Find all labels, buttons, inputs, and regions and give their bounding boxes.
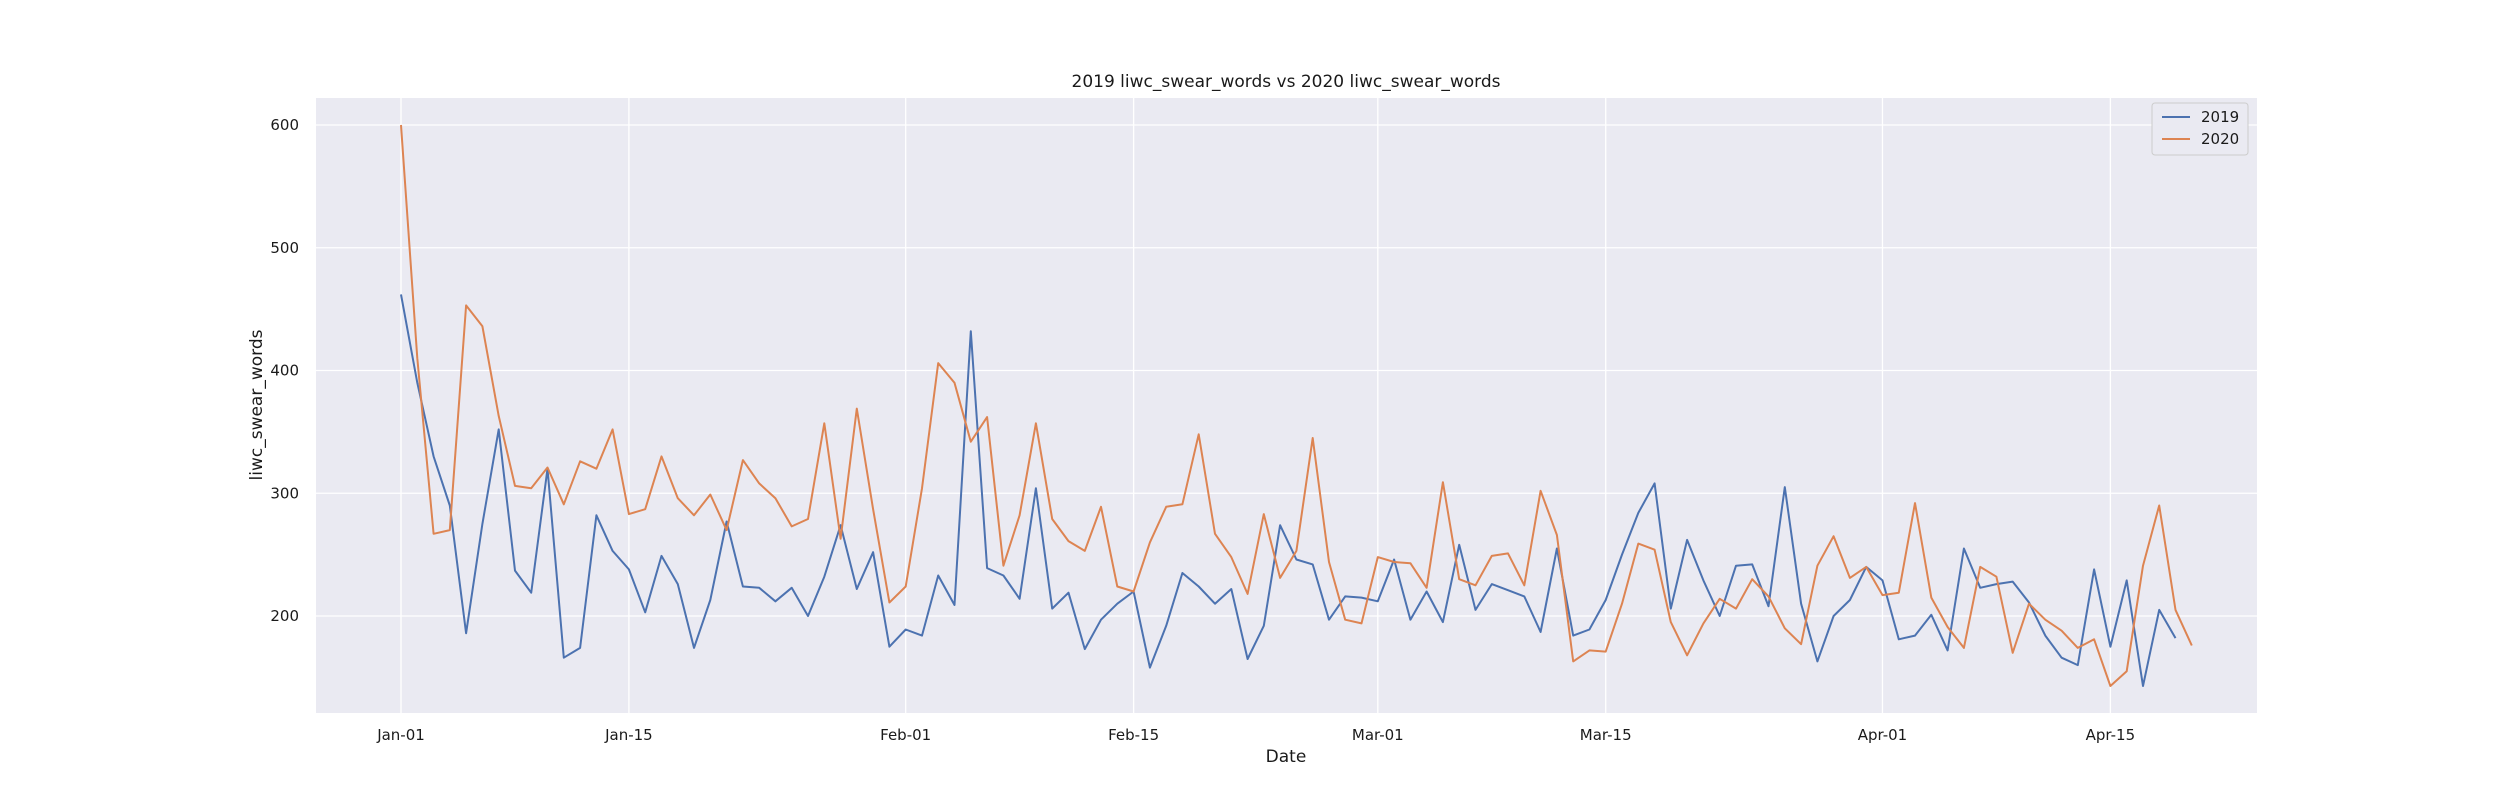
legend-label-2020: 2020 bbox=[2201, 130, 2239, 148]
series-line-2020 bbox=[400, 124, 2193, 687]
y-tick-labels: 200 300 400 500 600 bbox=[270, 116, 299, 625]
x-tick-label: Feb-15 bbox=[1108, 726, 1159, 744]
series-line-2019 bbox=[400, 294, 2177, 687]
x-tick-label: Apr-01 bbox=[1858, 726, 1908, 744]
x-tick-labels: Jan-01 Jan-15 Feb-01 Feb-15 Mar-01 Mar-15 Apr-… bbox=[376, 726, 2135, 744]
x-tick-label: Feb-01 bbox=[880, 726, 931, 744]
plot-background bbox=[316, 98, 2257, 713]
x-tick-label: Jan-01 bbox=[376, 726, 425, 744]
y-tick-label: 600 bbox=[270, 116, 299, 134]
legend: 2019 2020 bbox=[2151, 102, 2249, 156]
y-tick-label: 400 bbox=[270, 362, 299, 380]
x-axis-label: Date bbox=[1266, 747, 1307, 767]
y-tick-label: 300 bbox=[270, 484, 299, 502]
y-tick-label: 500 bbox=[270, 239, 299, 257]
x-tick-label: Jan-15 bbox=[604, 726, 653, 744]
x-tick-label: Mar-15 bbox=[1580, 726, 1632, 744]
legend-label-2019: 2019 bbox=[2201, 108, 2239, 126]
grid-lines bbox=[316, 98, 2257, 713]
chart-title: 2019 liwc_swear_words vs 2020 liwc_swear… bbox=[1072, 72, 1501, 92]
x-tick-label: Apr-15 bbox=[2086, 726, 2136, 744]
x-tick-label: Mar-01 bbox=[1352, 726, 1404, 744]
y-axis-label: liwc_swear_words bbox=[247, 329, 267, 480]
y-tick-label: 200 bbox=[270, 607, 299, 625]
series-lines bbox=[400, 124, 2193, 687]
